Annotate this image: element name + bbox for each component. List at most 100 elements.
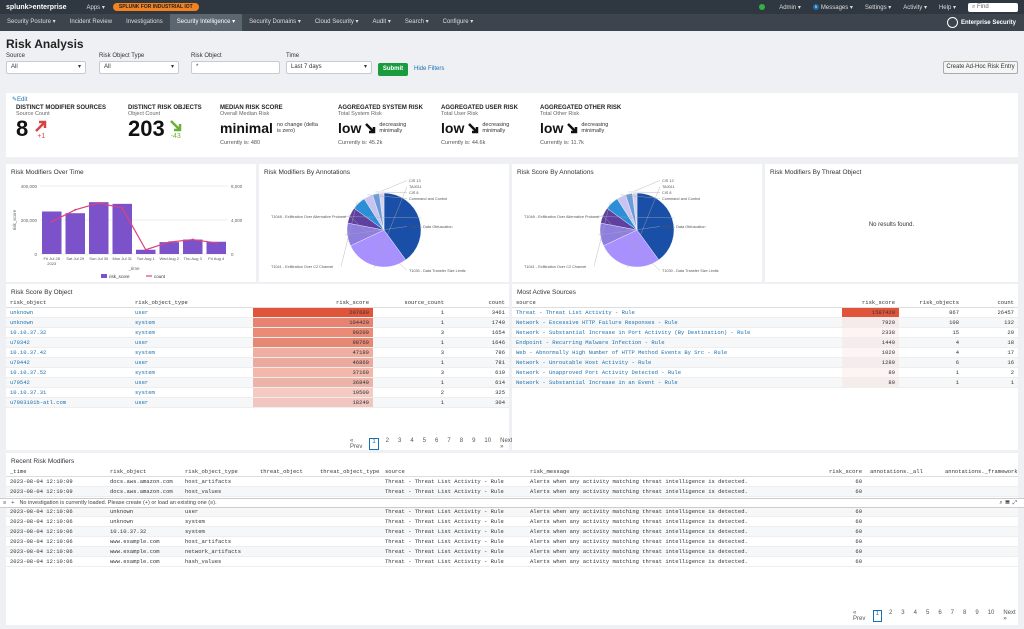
- table-row[interactable]: 10.10.37.31 system 19500 2 325: [6, 388, 509, 398]
- table-row[interactable]: 10.10.37.52 system 37160 3 619: [6, 368, 509, 378]
- table-cell[interactable]: system: [135, 329, 155, 336]
- kpi-system-risk[interactable]: AGGREGATED SYSTEM RISK Total System Risk…: [338, 105, 423, 146]
- table-row[interactable]: u70442 user 46860 1 781: [6, 358, 509, 368]
- table-cell[interactable]: Network - Substantial Increase in Port A…: [516, 329, 751, 336]
- nav-security-intelligence[interactable]: Security Intelligence ▾: [169, 14, 243, 31]
- nav-security-posture[interactable]: Security Posture ▾: [7, 19, 56, 25]
- table-cell[interactable]: Web - Abnormally High Number of HTTP Met…: [516, 349, 728, 356]
- page-link[interactable]: 6: [435, 438, 439, 444]
- create-adhoc-risk-button[interactable]: Create Ad-Hoc Risk Entry: [943, 61, 1018, 74]
- page-link[interactable]: 4: [410, 438, 414, 444]
- table-cell[interactable]: unknown: [10, 309, 34, 316]
- table-cell[interactable]: user: [135, 379, 149, 386]
- app-badge[interactable]: SPLUNK FOR INDUSTRIAL IOT: [112, 3, 199, 11]
- page-link[interactable]: 1: [369, 438, 379, 450]
- page-link[interactable]: 1: [872, 610, 882, 622]
- table-row[interactable]: unknown system 104420 1 1740: [6, 318, 509, 328]
- apps-menu[interactable]: Apps ▾: [86, 4, 105, 11]
- risk-object-type-dropdown[interactable]: All ▾: [99, 61, 179, 74]
- grid-icon[interactable]: ▦: [1005, 499, 1013, 506]
- page-link[interactable]: Next »: [500, 438, 513, 450]
- admin-menu[interactable]: Admin ▾: [779, 4, 801, 11]
- table-cell[interactable]: 10.10.37.42: [10, 349, 47, 356]
- column-header[interactable]: risk_score: [828, 468, 862, 475]
- hide-filters-link[interactable]: Hide Filters: [414, 66, 445, 72]
- splunk-logo[interactable]: splunk>enterprise: [6, 3, 67, 11]
- column-header[interactable]: source: [516, 299, 536, 306]
- table-cell[interactable]: Threat - Threat List Activity - Rule: [516, 309, 635, 316]
- nav-cloud-security[interactable]: Cloud Security ▾: [314, 19, 359, 25]
- table-row[interactable]: Network - Excessive HTTP Failure Respons…: [512, 318, 1018, 328]
- table-cell[interactable]: system: [135, 349, 155, 356]
- help-menu[interactable]: Help ▾: [938, 4, 956, 11]
- kpi-risk-objects[interactable]: DISTINCT RISK OBJECTS Object Count 203 -…: [128, 105, 202, 141]
- table-cell[interactable]: Network - Excessive HTTP Failure Respons…: [516, 319, 678, 326]
- nav-incident-review[interactable]: Incident Review: [69, 19, 113, 25]
- page-link[interactable]: 9: [472, 438, 476, 444]
- table-row[interactable]: Endpoint - Recurring Malware Infection -…: [512, 338, 1018, 348]
- column-header[interactable]: annotations._all: [870, 468, 923, 475]
- activity-menu[interactable]: Activity ▾: [903, 4, 927, 11]
- page-link[interactable]: 3: [398, 438, 402, 444]
- expand-icon[interactable]: ⤢: [1012, 499, 1020, 506]
- table-row[interactable]: 2023-08-04 12:10:06 unknown user Threat - T…: [6, 507, 1018, 517]
- page-link[interactable]: 8: [963, 610, 967, 616]
- table-row[interactable]: 2023-08-04 12:10:06 10.10.37.32 system Thre…: [6, 527, 1018, 537]
- table-row[interactable]: Network - Substantial Increase in an Eve…: [512, 378, 1018, 388]
- column-header[interactable]: risk_object: [110, 468, 147, 475]
- table-cell[interactable]: 10.10.37.52: [10, 369, 47, 376]
- page-link[interactable]: 3: [901, 610, 905, 616]
- page-link[interactable]: « Prev: [350, 438, 363, 450]
- page-link[interactable]: 5: [422, 438, 427, 444]
- column-header[interactable]: risk_object_type: [185, 468, 238, 475]
- table-cell[interactable]: Network - Substantial Increase in an Eve…: [516, 379, 678, 386]
- find-input[interactable]: ⌕ Find: [968, 2, 1018, 12]
- search-icon[interactable]: ⌕: [999, 499, 1006, 506]
- time-picker[interactable]: Last 7 days ▾: [286, 61, 372, 74]
- table-row[interactable]: Network - Unapproved Port Activity Detec…: [512, 368, 1018, 378]
- page-link[interactable]: 7: [447, 438, 451, 444]
- table-cell[interactable]: system: [135, 369, 155, 376]
- table-row[interactable]: 2023-08-04 12:10:06 www.example.com host_a…: [6, 537, 1018, 547]
- kpi-user-risk[interactable]: AGGREGATED USER RISK Total User Risk low…: [441, 105, 518, 146]
- table-row[interactable]: u70542 user 36840 1 614: [6, 378, 509, 388]
- page-link[interactable]: 2: [385, 438, 390, 444]
- column-header[interactable]: risk_score: [861, 299, 895, 306]
- table-cell[interactable]: Endpoint - Recurring Malware Infection -…: [516, 339, 665, 346]
- table-cell[interactable]: u7003101b-atl.com: [10, 399, 67, 406]
- table-cell[interactable]: u70542: [10, 379, 30, 386]
- page-link[interactable]: 4: [913, 610, 917, 616]
- table-row[interactable]: Network - Unroutable Host Activity - Rul…: [512, 358, 1018, 368]
- column-header[interactable]: source: [385, 468, 405, 475]
- settings-menu[interactable]: Settings ▾: [864, 4, 892, 11]
- column-header[interactable]: risk_object: [10, 299, 47, 306]
- risk-over-time-chart[interactable]: 400,000 200,000 0 8,000 4,000 0 risk_score Fri …: [6, 164, 256, 282]
- table-row[interactable]: Network - Substantial Increase in Port A…: [512, 328, 1018, 338]
- table-cell[interactable]: user: [135, 399, 149, 406]
- table-row[interactable]: 2023-08-04 12:10:06 www.example.com networ…: [6, 547, 1018, 557]
- nav-investigations[interactable]: Investigations: [126, 19, 163, 25]
- table-cell[interactable]: system: [135, 389, 155, 396]
- column-header[interactable]: risk_object_type: [135, 299, 188, 306]
- table-row[interactable]: Threat - Threat List Activity - Rule 1587…: [512, 308, 1018, 318]
- page-link[interactable]: 7: [950, 610, 955, 616]
- table-cell[interactable]: user: [135, 339, 149, 346]
- table-row[interactable]: u7003101b-atl.com user 18240 1 304: [6, 398, 509, 408]
- page-link[interactable]: 8: [459, 438, 464, 444]
- column-header[interactable]: risk_message: [530, 468, 570, 475]
- table-cell[interactable]: user: [135, 359, 149, 366]
- column-header[interactable]: threat_object: [260, 468, 303, 475]
- page-link[interactable]: 6: [938, 610, 942, 616]
- kpi-other-risk[interactable]: AGGREGATED OTHER RISK Total Other Risk l…: [540, 105, 622, 146]
- health-icon[interactable]: [759, 3, 767, 11]
- table-row[interactable]: 2023-08-04 12:10:09 docs.aws.amazon.com ho…: [6, 487, 1018, 497]
- table-row[interactable]: unknown user 207680 1 3461: [6, 308, 509, 318]
- column-header[interactable]: source_count: [404, 299, 444, 306]
- table-cell[interactable]: u70442: [10, 359, 30, 366]
- edit-link[interactable]: ✎Edit: [12, 97, 28, 103]
- table-cell[interactable]: 10.10.37.32: [10, 329, 47, 336]
- page-link[interactable]: Next »: [1003, 610, 1016, 622]
- modifiers-annotations-pie[interactable]: T1048 - Exfiltration Over Alternative Pr…: [259, 164, 509, 282]
- nav-search[interactable]: Search ▾: [404, 19, 429, 25]
- page-link[interactable]: « Prev: [853, 610, 866, 622]
